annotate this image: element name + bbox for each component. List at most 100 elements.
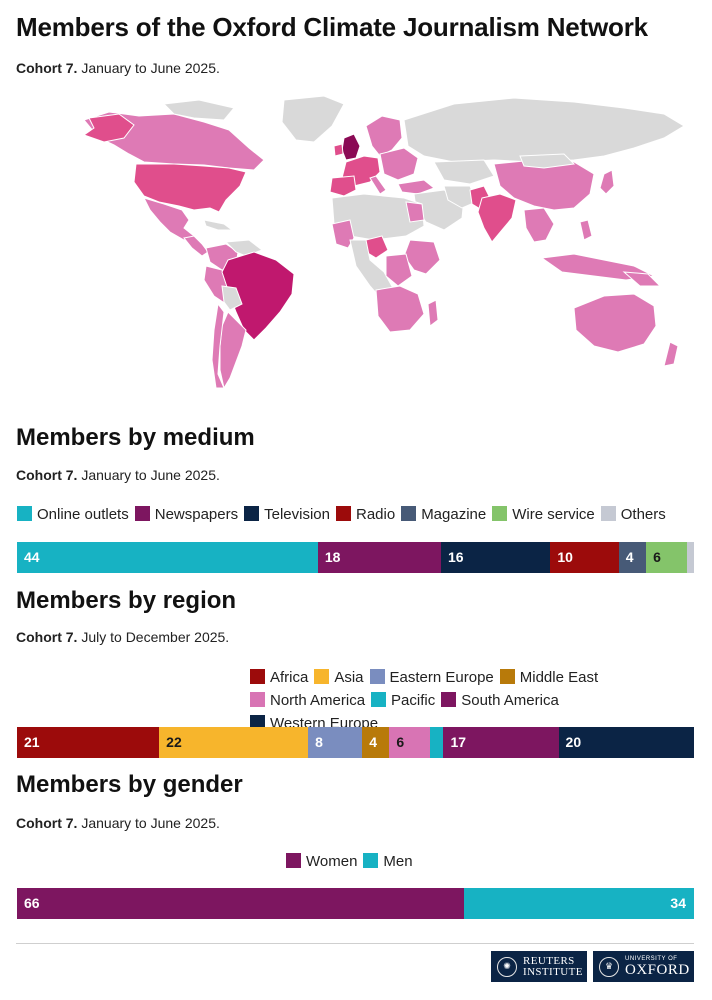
legend-label: Others xyxy=(620,506,666,523)
map-kazakhstan xyxy=(433,159,495,185)
legend-label: Men xyxy=(383,853,413,870)
legend-swatch xyxy=(369,669,385,684)
bar-value-label: 20 xyxy=(565,734,582,750)
bar-value-label: 34 xyxy=(670,895,686,911)
legend-label: Online outlets xyxy=(37,506,129,523)
oxford-logo-small: UNIVERSITY OF xyxy=(625,956,678,962)
legend-label: Africa xyxy=(270,669,309,686)
map-new-zealand xyxy=(663,341,679,367)
legend-item-television: Television xyxy=(244,503,330,526)
bar-value-label: 66 xyxy=(24,895,40,911)
reuters-institute-logo[interactable]: ✺ REUTERS INSTITUTE xyxy=(491,951,587,982)
bar-segment-wire-service: 6 xyxy=(646,542,688,573)
map-subtitle: Cohort 7. January to June 2025. xyxy=(16,60,220,76)
legend-label: Magazine xyxy=(421,506,487,523)
legend-item-pacific: Pacific xyxy=(371,689,435,712)
legend-item-online-outlets: Online outlets xyxy=(17,503,129,526)
legend-swatch xyxy=(363,853,379,868)
bar-segment-south-america: 17 xyxy=(443,727,559,758)
bar-segment-radio: 10 xyxy=(550,542,619,573)
page-title: Members of the Oxford Climate Journalism… xyxy=(16,12,648,42)
legend-label: Television xyxy=(264,506,330,523)
reuters-emblem-icon: ✺ xyxy=(497,956,517,977)
legend-swatch xyxy=(17,506,32,521)
map-madagascar xyxy=(427,299,439,327)
legend-swatch xyxy=(314,669,330,684)
legend-swatch xyxy=(335,506,351,521)
map-egypt xyxy=(405,201,425,223)
map-southern-africa xyxy=(375,285,425,333)
region-legend: Africa Asia Eastern Europe Middle East North… xyxy=(250,666,690,735)
bar-segment-middle-east: 4 xyxy=(362,727,390,758)
university-of-oxford-logo[interactable]: ♛ UNIVERSITY OF OXFORD xyxy=(593,951,694,982)
legend-swatch xyxy=(286,853,301,868)
bar-segment-television: 16 xyxy=(440,542,551,573)
legend-item-middle-east: Middle East xyxy=(499,666,599,689)
bar-value-label: 18 xyxy=(324,549,341,565)
legend-item-asia: Asia xyxy=(314,666,364,689)
bar-segment-women: 66 xyxy=(17,888,464,919)
gender-cohort-label: Cohort 7. xyxy=(16,815,78,831)
bar-value-label: 22 xyxy=(166,734,182,750)
legend-label: Pacific xyxy=(391,692,436,709)
footer-divider xyxy=(16,943,694,944)
legend-swatch xyxy=(600,506,616,521)
map-australia xyxy=(573,293,657,353)
legend-item-africa: Africa xyxy=(250,666,308,689)
map-india xyxy=(477,193,517,243)
bar-segment-asia: 22 xyxy=(159,727,309,758)
map-turkey xyxy=(397,179,435,195)
gender-chart-subtitle: Cohort 7. January to June 2025. xyxy=(16,815,220,831)
map-papua xyxy=(622,271,662,287)
map-russia xyxy=(403,97,685,163)
legend-swatch xyxy=(441,692,457,707)
legend-label: Middle East xyxy=(519,669,599,686)
medium-cohort-label: Cohort 7. xyxy=(16,467,78,483)
legend-label: South America xyxy=(461,692,559,709)
gender-chart-title: Members by gender xyxy=(16,771,243,798)
region-stacked-bar: 21 22 8 4 6 17 20 xyxy=(17,727,694,758)
legend-label: Asia xyxy=(334,669,364,686)
reuters-logo-line2: INSTITUTE xyxy=(523,965,583,978)
bar-segment-africa: 21 xyxy=(17,727,160,758)
region-chart-title: Members by region xyxy=(16,587,237,614)
map-central-america xyxy=(183,235,209,257)
bar-segment-men: 34 xyxy=(463,888,694,919)
period-label: January to June 2025. xyxy=(81,60,220,76)
legend-swatch xyxy=(492,506,508,521)
bar-segment-eastern-europe: 8 xyxy=(308,727,363,758)
legend-item-newspapers: Newspapers xyxy=(134,503,238,526)
bar-segment-newspapers: 18 xyxy=(317,542,441,573)
gender-stacked-bar: 66 34 xyxy=(17,888,694,919)
legend-swatch xyxy=(371,692,387,707)
legend-item-north-america: North America xyxy=(250,689,365,712)
map-bolivia xyxy=(221,285,243,311)
map-southeast-asia xyxy=(523,207,555,243)
legend-item-women: Women xyxy=(286,850,357,873)
bar-value-label: 4 xyxy=(625,549,634,565)
region-period-label: July to December 2025. xyxy=(81,629,230,645)
map-congo xyxy=(385,253,413,287)
map-alaska xyxy=(82,113,135,143)
legend-item-radio: Radio xyxy=(335,503,395,526)
map-uk xyxy=(341,133,361,161)
legend-label: Wire service xyxy=(512,506,595,523)
legend-swatch xyxy=(244,506,260,521)
legend-label: Women xyxy=(306,853,358,870)
bar-segment-others xyxy=(687,542,694,573)
bar-value-label: 44 xyxy=(24,549,40,565)
cohort-label: Cohort 7. xyxy=(16,60,78,76)
bar-value-label: 6 xyxy=(396,734,405,750)
legend-item-eastern-europe: Eastern Europe xyxy=(369,666,494,689)
legend-label: Eastern Europe xyxy=(389,669,494,686)
bar-segment-western-europe: 20 xyxy=(558,727,694,758)
bar-segment-online-outlets: 44 xyxy=(17,542,318,573)
oxford-logo-big: OXFORD xyxy=(625,962,690,978)
legend-label: North America xyxy=(270,692,366,709)
legend-swatch xyxy=(499,669,515,684)
map-usa xyxy=(133,163,247,213)
legend-item-magazine: Magazine xyxy=(401,503,486,526)
legend-swatch xyxy=(250,692,265,707)
reuters-logo-line1: REUTERS xyxy=(523,954,575,967)
legend-swatch xyxy=(250,669,265,684)
